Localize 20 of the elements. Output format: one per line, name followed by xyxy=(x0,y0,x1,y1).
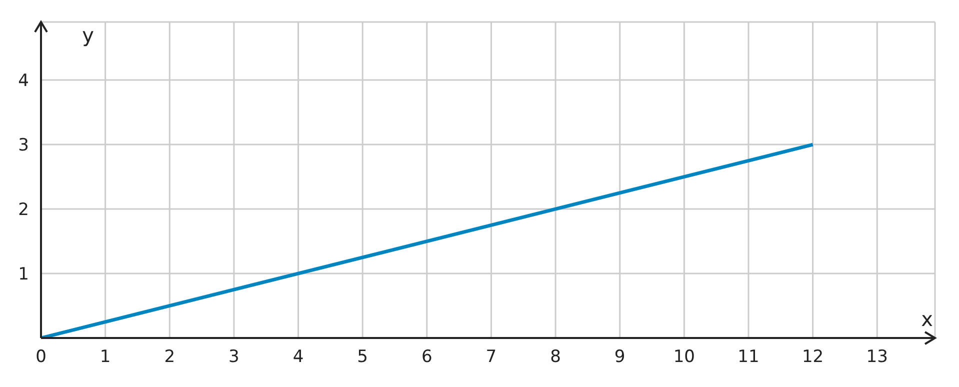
y-tick-label: 4 xyxy=(18,71,29,92)
x-tick-label: 12 xyxy=(802,347,824,368)
x-tick-label: 8 xyxy=(550,347,561,368)
x-tick-label: 3 xyxy=(228,347,240,368)
x-tick-label: 6 xyxy=(421,347,432,368)
x-tick-label: 5 xyxy=(357,347,368,368)
x-tick-label: 0 xyxy=(36,347,46,368)
y-tick-label: 2 xyxy=(18,200,29,220)
y-tick-label: 1 xyxy=(18,264,29,285)
x-tick-label: 13 xyxy=(866,347,888,368)
x-tick-label: 11 xyxy=(738,347,760,368)
x-tick-label: 1 xyxy=(100,347,111,368)
y-axis-title: y xyxy=(82,23,94,47)
x-tick-label: 7 xyxy=(486,347,497,368)
x-tick-label: 4 xyxy=(292,347,304,368)
x-tick-label: 9 xyxy=(614,347,626,368)
y-tick-label: 3 xyxy=(18,136,29,156)
x-tick-label: 10 xyxy=(673,347,695,368)
x-axis-title: x xyxy=(921,307,934,331)
x-tick-label: 2 xyxy=(164,347,176,368)
